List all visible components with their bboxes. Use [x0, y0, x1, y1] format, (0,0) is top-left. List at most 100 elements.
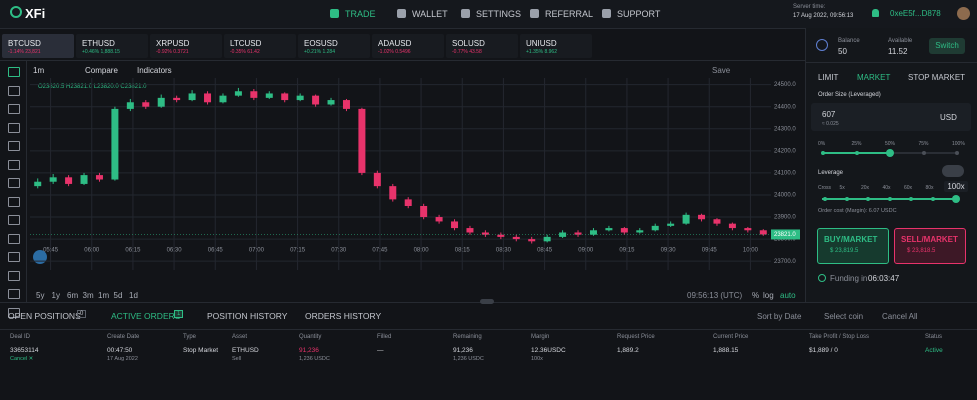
buy-price[interactable]: $ 23,819.5 — [830, 248, 859, 254]
order-size-input[interactable] — [811, 103, 971, 131]
coin-select[interactable]: Select coin — [824, 312, 864, 321]
order-size[interactable]: 607 — [822, 110, 836, 119]
order-type-tab[interactable]: LIMIT — [818, 73, 839, 82]
tool-icon[interactable] — [8, 104, 20, 114]
sell-label[interactable]: SELL/MARKET — [901, 235, 958, 244]
sell-button[interactable] — [894, 228, 966, 264]
size-mark[interactable]: 0% — [818, 141, 826, 147]
orders-tab[interactable]: ORDERS HISTORY — [305, 311, 382, 321]
compare-button[interactable]: Compare — [85, 66, 118, 75]
tool-icon[interactable] — [8, 215, 20, 225]
order-type-tab[interactable]: STOP MARKET — [908, 73, 966, 82]
nav-item[interactable]: REFERRAL — [545, 9, 594, 19]
range-button[interactable]: 1y — [51, 291, 60, 300]
logo[interactable]: XFi — [25, 6, 46, 21]
divider — [0, 60, 805, 61]
leverage-thumb[interactable] — [952, 195, 960, 203]
nav-item[interactable]: TRADE — [345, 9, 376, 19]
orders-tab[interactable]: ACTIVE ORDERS — [111, 311, 181, 321]
ticker-info[interactable]: +0.46% 1,888.15 — [82, 49, 120, 55]
leverage-value[interactable]: 100x — [944, 181, 968, 192]
range-button[interactable]: 5d — [113, 291, 123, 300]
range-button[interactable]: 1m — [98, 291, 110, 300]
buy-label[interactable]: BUY/MARKET — [824, 235, 878, 244]
ticker-symbol[interactable]: XRPUSD — [156, 39, 190, 48]
switch-button[interactable]: Switch — [929, 38, 965, 54]
leverage-mark[interactable]: 40x — [882, 185, 891, 191]
nav-item[interactable]: WALLET — [412, 9, 448, 19]
size-mark[interactable]: 100% — [952, 141, 965, 147]
leverage-mark[interactable]: Cross — [818, 185, 832, 191]
nav-item[interactable]: SUPPORT — [617, 9, 661, 19]
cell-sub: 17 Aug 2022 — [107, 356, 138, 362]
cloud-icon[interactable] — [33, 250, 47, 264]
size-mark[interactable]: 25% — [851, 141, 862, 147]
range-button[interactable]: 5y — [36, 291, 45, 300]
tool-icon[interactable] — [8, 178, 20, 188]
leverage-mark[interactable]: 5x — [839, 185, 845, 191]
orders-tab[interactable]: OPEN POSITIONS — [8, 311, 81, 321]
order-type-tab[interactable]: MARKET — [857, 73, 891, 82]
tool-icon[interactable] — [8, 159, 20, 170]
ticker-symbol[interactable]: SOLUSD — [452, 39, 485, 48]
interval[interactable]: 1m — [33, 66, 45, 75]
tool-icon[interactable] — [8, 270, 20, 281]
sort-select[interactable]: Sort by Date — [757, 312, 802, 321]
sell-price[interactable]: $ 23,818.5 — [907, 248, 936, 254]
cell-sub[interactable]: Cancel ✕ — [10, 356, 34, 362]
ticker-info[interactable]: +1.35% 8.962 — [526, 49, 557, 55]
avatar[interactable] — [957, 7, 970, 20]
ticker-tab[interactable]: XRPUSD -0.92% 0.3721 — [150, 34, 222, 58]
ticker-symbol[interactable]: BTCUSD — [8, 39, 41, 48]
leverage-mark[interactable]: 20x — [861, 185, 870, 191]
tool-icon[interactable] — [8, 67, 20, 77]
ticker-info[interactable]: -1.14% 23,821 — [8, 49, 41, 55]
range-button[interactable]: 6m — [67, 291, 79, 300]
ticker-info[interactable]: -0.35% 61.42 — [230, 49, 260, 55]
ticker-symbol[interactable]: LTCUSD — [230, 39, 262, 48]
candle-body — [620, 228, 628, 233]
ticker-tab[interactable]: ADAUSD -1.02% 0.5496 — [372, 34, 444, 58]
nav-item[interactable]: SETTINGS — [476, 9, 522, 19]
size-mark[interactable]: 50% — [885, 141, 896, 147]
tool-icon[interactable] — [8, 289, 20, 299]
scale-option[interactable]: auto — [780, 291, 796, 300]
tool-icon[interactable] — [8, 141, 20, 151]
tool-icon[interactable] — [8, 233, 20, 244]
tool-icon[interactable] — [8, 252, 20, 262]
range-button[interactable]: 1d — [129, 291, 138, 300]
wallet-address[interactable]: 0xeE5f...D878 — [890, 9, 941, 18]
orders-tab[interactable]: POSITION HISTORY — [207, 311, 288, 321]
ticker-tab[interactable]: LTCUSD -0.35% 61.42 — [224, 34, 296, 58]
ticker-symbol[interactable]: EOSUSD — [304, 39, 338, 48]
ticker-tab[interactable]: BTCUSD -1.14% 23,821 — [2, 34, 74, 58]
indicators-button[interactable]: Indicators — [137, 66, 172, 75]
size-mark[interactable]: 75% — [918, 141, 929, 147]
leverage-mark[interactable]: 80x — [925, 185, 934, 191]
tool-icon[interactable] — [8, 307, 20, 318]
leverage-toggle[interactable] — [942, 165, 964, 177]
tool-icon[interactable] — [8, 85, 20, 96]
ticker-tab[interactable]: SOLUSD -0.77% 43.58 — [446, 34, 518, 58]
range-button[interactable]: 3m — [82, 291, 94, 300]
ticker-symbol[interactable]: UNIUSD — [526, 39, 557, 48]
leverage-mark[interactable]: 60x — [904, 185, 913, 191]
ticker-symbol[interactable]: ETHUSD — [82, 39, 115, 48]
ticker-tab[interactable]: UNIUSD +1.35% 8.962 — [520, 34, 592, 58]
resize-handle[interactable] — [480, 299, 494, 304]
cancel-all[interactable]: Cancel All — [882, 312, 918, 321]
ticker-info[interactable]: -0.77% 43.58 — [452, 49, 482, 55]
ticker-tab[interactable]: ETHUSD +0.46% 1,888.15 — [76, 34, 148, 58]
bell-icon[interactable] — [872, 9, 879, 17]
ticker-info[interactable]: -0.92% 0.3721 — [156, 49, 189, 55]
tool-icon[interactable] — [8, 122, 20, 133]
buy-button[interactable] — [817, 228, 889, 264]
scale-option[interactable]: % — [752, 291, 760, 300]
ticker-info[interactable]: +0.21% 1.284 — [304, 49, 335, 55]
save-button[interactable]: Save — [712, 66, 731, 75]
ticker-symbol[interactable]: ADAUSD — [378, 39, 412, 48]
ticker-info[interactable]: -1.02% 0.5496 — [378, 49, 411, 55]
scale-option[interactable]: log — [763, 291, 774, 300]
tool-icon[interactable] — [8, 196, 20, 207]
ticker-tab[interactable]: EOSUSD +0.21% 1.284 — [298, 34, 370, 58]
